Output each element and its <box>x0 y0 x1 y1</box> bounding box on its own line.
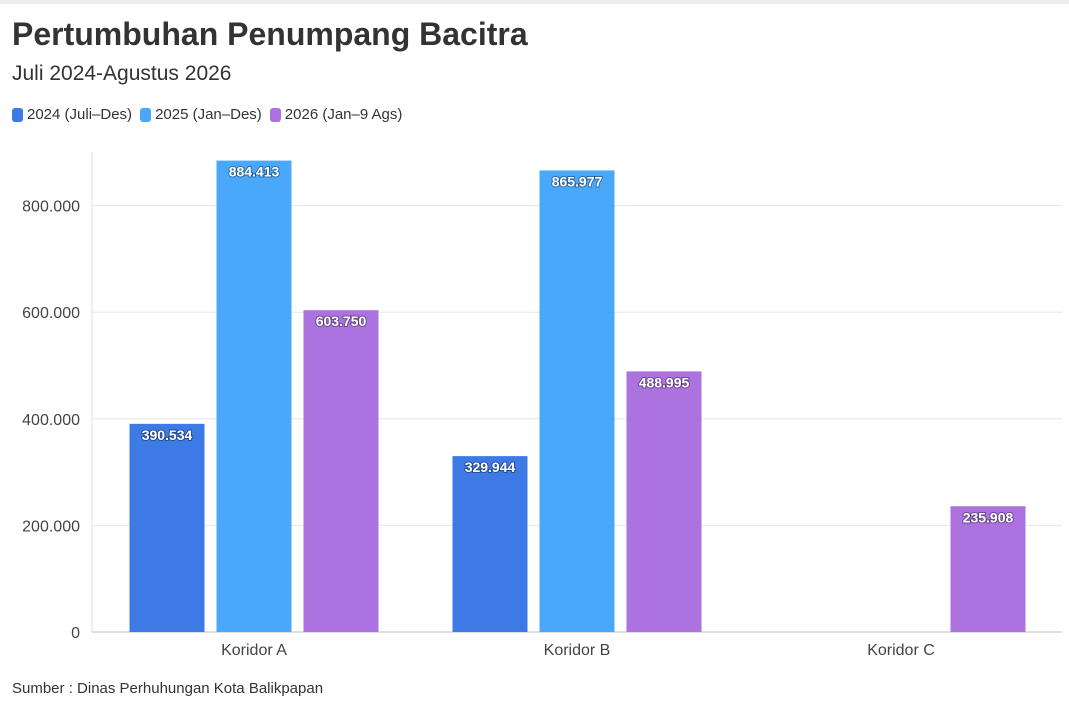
bar-chart: 0 200.000 400.000 600.000 800.000 390.534 884.… <box>22 152 1062 659</box>
legend-label-2024: 2024 (Juli–Des) <box>27 106 133 123</box>
data-label: 884.413 <box>229 164 280 180</box>
x-tick-label: Koridor C <box>867 642 935 659</box>
data-label: 329.944 <box>465 459 516 475</box>
legend-label-2025: 2025 (Jan–Des) <box>155 106 262 123</box>
y-tick-label: 800.000 <box>22 199 80 216</box>
x-tick-label: Koridor B <box>544 642 611 659</box>
top-strip <box>0 0 1069 4</box>
bar <box>539 170 615 632</box>
chart-subtitle: Juli 2024-Agustus 2026 <box>12 62 232 85</box>
data-label: 865.977 <box>552 173 603 189</box>
data-label: 488.995 <box>639 374 690 390</box>
legend-swatch-2025 <box>140 107 152 122</box>
bar <box>303 310 379 632</box>
data-label: 390.534 <box>142 427 193 443</box>
legend-label-2026: 2026 (Jan–9 Ags) <box>284 106 403 123</box>
y-tick-label: 200.000 <box>22 518 80 535</box>
y-tick-label: 600.000 <box>22 305 80 322</box>
legend-swatch-2024 <box>12 107 23 122</box>
x-tick-label: Koridor A <box>221 642 287 659</box>
bar <box>129 423 205 632</box>
y-tick-label: 400.000 <box>22 412 80 429</box>
data-label: 235.908 <box>963 509 1014 525</box>
legend-item-2024[interactable]: 2024 (Juli–Des) <box>12 106 132 123</box>
y-tick-label: 0 <box>71 625 80 642</box>
data-label: 603.750 <box>316 313 367 329</box>
chart-title: Pertumbuhan Penumpang Bacitra <box>12 16 528 52</box>
legend: 2024 (Juli–Des) 2025 (Jan–Des) 2026 (Jan… <box>12 106 410 123</box>
bar <box>626 371 702 632</box>
bar <box>216 160 292 633</box>
bar <box>452 456 528 632</box>
legend-item-2025[interactable]: 2025 (Jan–Des) <box>140 106 262 123</box>
legend-item-2026[interactable]: 2026 (Jan–9 Ags) <box>269 106 403 123</box>
legend-swatch-2026 <box>269 107 281 122</box>
source-note: Sumber : Dinas Perhuhungan Kota Balikpap… <box>12 680 324 697</box>
bar <box>950 506 1026 632</box>
